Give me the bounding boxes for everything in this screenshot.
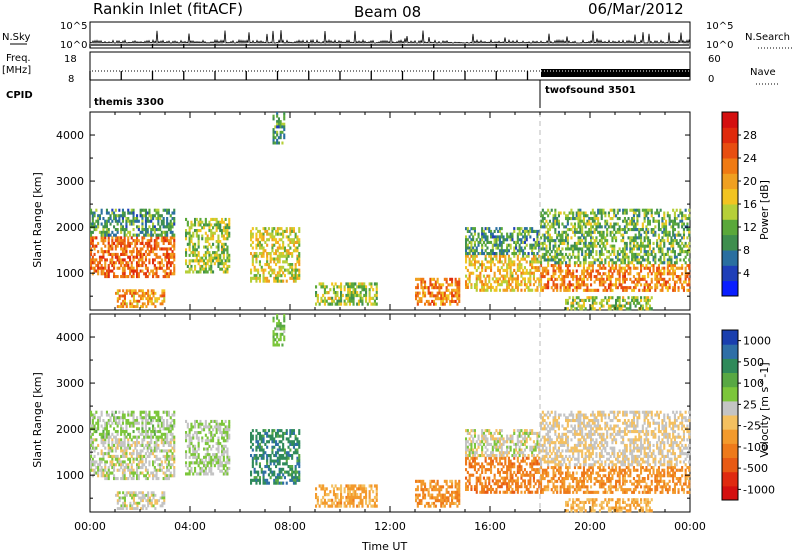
colorbar-tick-label: 20 bbox=[743, 175, 757, 188]
freq-ticks bbox=[89, 44, 529, 80]
y-tick-label: 1000 bbox=[56, 469, 84, 482]
echo-region bbox=[90, 410, 176, 439]
velocity-panel: 1000 2000 3000 4000 00:00 04:00 08:00 12:00 16:0… bbox=[56, 313, 775, 533]
freq-label: Freq. bbox=[6, 53, 31, 64]
x-tick-label: 00:00 bbox=[74, 520, 106, 533]
colorbar-tick-label: -500 bbox=[743, 462, 768, 475]
echo-region bbox=[465, 456, 541, 494]
nave-right-tick-bottom: 0 bbox=[708, 74, 714, 85]
noise-left-tick-top: 10^5 bbox=[60, 21, 87, 32]
noise-right-tick-top: 10^5 bbox=[706, 21, 733, 32]
noise-trace bbox=[90, 29, 691, 46]
echo-region bbox=[272, 112, 286, 145]
cpid-segment-2: twofsound 3501 bbox=[545, 85, 636, 96]
colorbar-tick-label: 24 bbox=[743, 152, 757, 165]
echo-region bbox=[565, 296, 653, 311]
x-tick-label: 00:00 bbox=[674, 520, 706, 533]
echo-region bbox=[315, 282, 378, 306]
y-tick-label: 4000 bbox=[56, 331, 84, 344]
echo-region bbox=[415, 479, 461, 508]
echo-region bbox=[250, 429, 301, 485]
nsky-label: N.Sky bbox=[2, 32, 30, 43]
noise-right-tick-bottom: 10^0 bbox=[706, 40, 733, 51]
echo-region bbox=[465, 227, 541, 256]
freq-left-tick-top: 18 bbox=[64, 54, 77, 65]
echo-region bbox=[540, 466, 691, 494]
echo-region bbox=[90, 236, 176, 279]
power-panel: 1000 2000 3000 4000 28 24 20 16 12 8 4 bbox=[56, 111, 757, 311]
colorbar-tick-label: 28 bbox=[743, 129, 757, 142]
freq-unit-label: [MHz] bbox=[2, 65, 31, 76]
freq-panel-frame bbox=[89, 51, 691, 81]
y-tick-label: 4000 bbox=[56, 129, 84, 142]
echo-region bbox=[250, 227, 301, 283]
colorbar-tick-label: 500 bbox=[743, 356, 764, 369]
velocity-ylabel: Slant Range [km] bbox=[31, 372, 44, 468]
echo-region bbox=[90, 438, 176, 481]
nsearch-label: N.Search bbox=[745, 32, 790, 43]
colorbar-frame bbox=[721, 329, 739, 501]
power-ylabel: Slant Range [km] bbox=[31, 172, 44, 268]
x-tick-label: 20:00 bbox=[574, 520, 606, 533]
colorbar-tick-label: 8 bbox=[743, 244, 750, 257]
echo-region bbox=[540, 410, 691, 467]
y-tick-label: 2000 bbox=[56, 423, 84, 436]
colorbar: 28 24 20 16 12 8 4 bbox=[721, 111, 757, 297]
echo-region bbox=[315, 484, 378, 508]
echo-region bbox=[565, 498, 653, 513]
colorbar-tick-label: -25 bbox=[743, 420, 761, 433]
echo-region bbox=[465, 254, 541, 292]
power-colorbar-label: Power [dB] bbox=[758, 180, 771, 240]
time-xlabel: Time UT bbox=[361, 540, 407, 553]
cpid-segment-1: themis 3300 bbox=[94, 97, 164, 108]
echo-region bbox=[415, 277, 461, 306]
y-tick-label: 3000 bbox=[56, 175, 84, 188]
echo-region bbox=[185, 217, 231, 274]
freq-left-tick-bottom: 8 bbox=[68, 74, 74, 85]
date-label: 06/Mar/2012 bbox=[588, 0, 684, 18]
echo-region bbox=[115, 491, 166, 510]
echo-region bbox=[115, 289, 166, 308]
echo-region bbox=[540, 208, 691, 265]
y-tick-label: 1000 bbox=[56, 267, 84, 280]
colorbar-tick-label: 12 bbox=[743, 221, 757, 234]
x-tick-label: 12:00 bbox=[374, 520, 406, 533]
nave-label: Nave bbox=[750, 67, 776, 78]
echo-region bbox=[465, 429, 541, 458]
velocity-colorbar-label: Velocity [m s^-1] bbox=[758, 362, 771, 457]
colorbar-tick-label: 100 bbox=[743, 377, 764, 390]
noise-left-tick-bottom: 10^0 bbox=[60, 40, 87, 51]
y-tick-label: 2000 bbox=[56, 221, 84, 234]
echo-region bbox=[272, 314, 286, 347]
station-title: Rankin Inlet (fitACF) bbox=[93, 0, 243, 18]
colorbar-tick-label: 25 bbox=[743, 398, 757, 411]
echo-region bbox=[185, 419, 231, 476]
beam-label: Beam 08 bbox=[354, 3, 421, 21]
colorbar-tick-label: 1000 bbox=[743, 335, 771, 348]
y-tick-label: 3000 bbox=[56, 377, 84, 390]
x-tick-label: 08:00 bbox=[274, 520, 306, 533]
noise-sky-trace bbox=[90, 29, 691, 45]
noise-panel-frame bbox=[89, 21, 691, 49]
x-tick-label: 16:00 bbox=[474, 520, 506, 533]
colorbar: 1000 500 100 25 -25 -100 -500 -1000 bbox=[721, 329, 775, 501]
colorbar-tick-label: -100 bbox=[743, 441, 768, 454]
colorbar-tick-label: -1000 bbox=[743, 483, 775, 496]
nave-right-tick-top: 60 bbox=[708, 54, 721, 65]
colorbar-tick-label: 16 bbox=[743, 198, 757, 211]
cpid-label: CPID bbox=[6, 90, 33, 101]
echo-region bbox=[540, 264, 691, 292]
nave-dense-block bbox=[541, 69, 690, 77]
colorbar-tick-label: 4 bbox=[743, 267, 750, 280]
x-tick-label: 04:00 bbox=[174, 520, 206, 533]
